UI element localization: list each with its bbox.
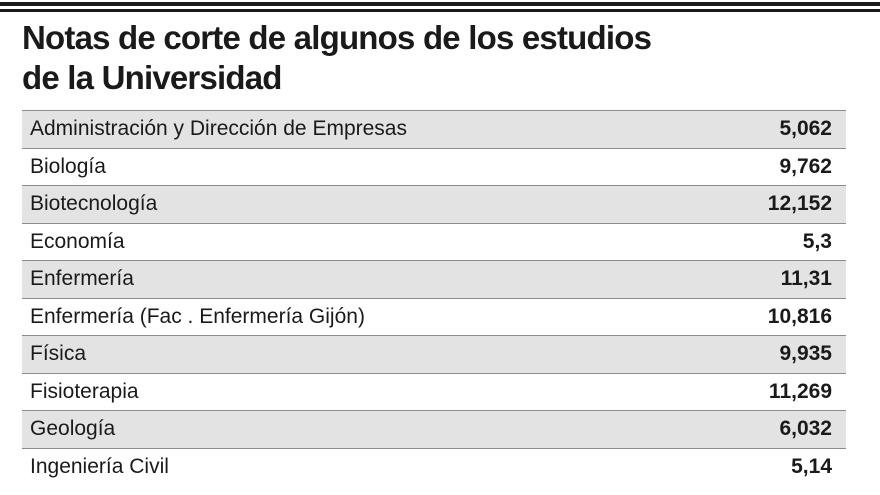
table-row: Ingeniería Civil 5,14 <box>22 447 846 485</box>
cutoff-grade: 9,935 <box>699 335 846 373</box>
degree-name: Enfermería (Fac . Enfermería Gijón) <box>22 297 700 336</box>
table: Administración y Dirección de Empresas 5,… <box>22 110 846 485</box>
cutoff-grade: 5,3 <box>699 222 846 261</box>
cutoff-grade: 10,816 <box>699 297 846 336</box>
cutoff-grade: 11,269 <box>699 372 846 411</box>
degree-name: Enfermería <box>22 260 700 298</box>
degree-name: Fisioterapia <box>22 372 700 411</box>
degree-name: Administración y Dirección de Empresas <box>22 110 700 148</box>
degree-name: Biotecnología <box>22 185 700 223</box>
degree-name: Física <box>22 335 700 373</box>
degree-name: Geología <box>22 410 700 448</box>
cutoff-grade: 11,31 <box>699 260 846 298</box>
table-row: Geología 6,032 <box>22 410 846 448</box>
cutoff-grade: 6,032 <box>699 410 846 448</box>
table-row: Administración y Dirección de Empresas 5,… <box>22 110 846 148</box>
cutoff-grade: 5,062 <box>699 110 846 148</box>
table-row: Enfermería (Fac . Enfermería Gijón) 10,81… <box>22 297 846 336</box>
cutoff-grade: 5,14 <box>699 447 846 485</box>
table-row: Biología 9,762 <box>22 147 846 186</box>
table-row: Biotecnología 12,152 <box>22 185 846 223</box>
cutoff-grade: 12,152 <box>699 185 846 223</box>
degree-name: Ingeniería Civil <box>22 447 700 485</box>
degree-name: Biología <box>22 147 700 186</box>
table-row: Economía 5,3 <box>22 222 846 261</box>
table-row: Enfermería 11,31 <box>22 260 846 298</box>
title: Notas de corte de algunos de los estudio… <box>22 18 652 98</box>
table-row: Fisioterapia 11,269 <box>22 372 846 411</box>
top-rule <box>0 2 880 6</box>
degree-name: Economía <box>22 222 700 261</box>
cutoff-grade: 9,762 <box>699 147 846 186</box>
title-line: Notas de corte de algunos de los estudio… <box>22 19 652 56</box>
top-rule <box>0 9 880 12</box>
table-row: Física 9,935 <box>22 335 846 373</box>
title-line: de la Universidad <box>22 59 282 96</box>
